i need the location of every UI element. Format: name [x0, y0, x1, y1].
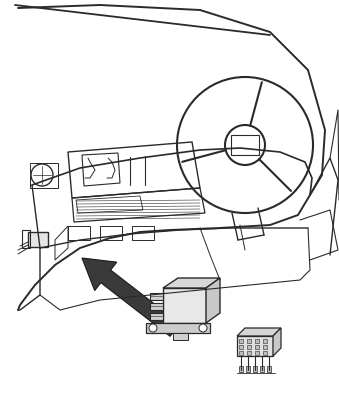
- Polygon shape: [255, 339, 259, 343]
- Polygon shape: [206, 278, 220, 323]
- Polygon shape: [263, 345, 267, 349]
- Polygon shape: [263, 351, 267, 355]
- Polygon shape: [173, 333, 188, 340]
- Polygon shape: [150, 313, 163, 320]
- Polygon shape: [163, 288, 206, 323]
- Polygon shape: [237, 328, 281, 336]
- Polygon shape: [239, 345, 243, 349]
- Polygon shape: [267, 366, 271, 372]
- Polygon shape: [150, 293, 163, 300]
- Polygon shape: [239, 366, 243, 372]
- Polygon shape: [253, 366, 257, 372]
- Circle shape: [149, 324, 157, 332]
- Polygon shape: [247, 351, 251, 355]
- Polygon shape: [273, 328, 281, 356]
- Polygon shape: [239, 339, 243, 343]
- Polygon shape: [255, 351, 259, 355]
- Polygon shape: [247, 345, 251, 349]
- Circle shape: [199, 324, 207, 332]
- Polygon shape: [239, 351, 243, 355]
- Polygon shape: [260, 366, 264, 372]
- Polygon shape: [150, 303, 163, 310]
- Polygon shape: [237, 336, 273, 356]
- Polygon shape: [82, 258, 180, 336]
- Polygon shape: [247, 339, 251, 343]
- Polygon shape: [246, 366, 250, 372]
- Polygon shape: [163, 278, 220, 288]
- Polygon shape: [255, 345, 259, 349]
- Polygon shape: [263, 339, 267, 343]
- Polygon shape: [146, 323, 210, 333]
- Polygon shape: [28, 232, 48, 247]
- Bar: [231, 135, 259, 155]
